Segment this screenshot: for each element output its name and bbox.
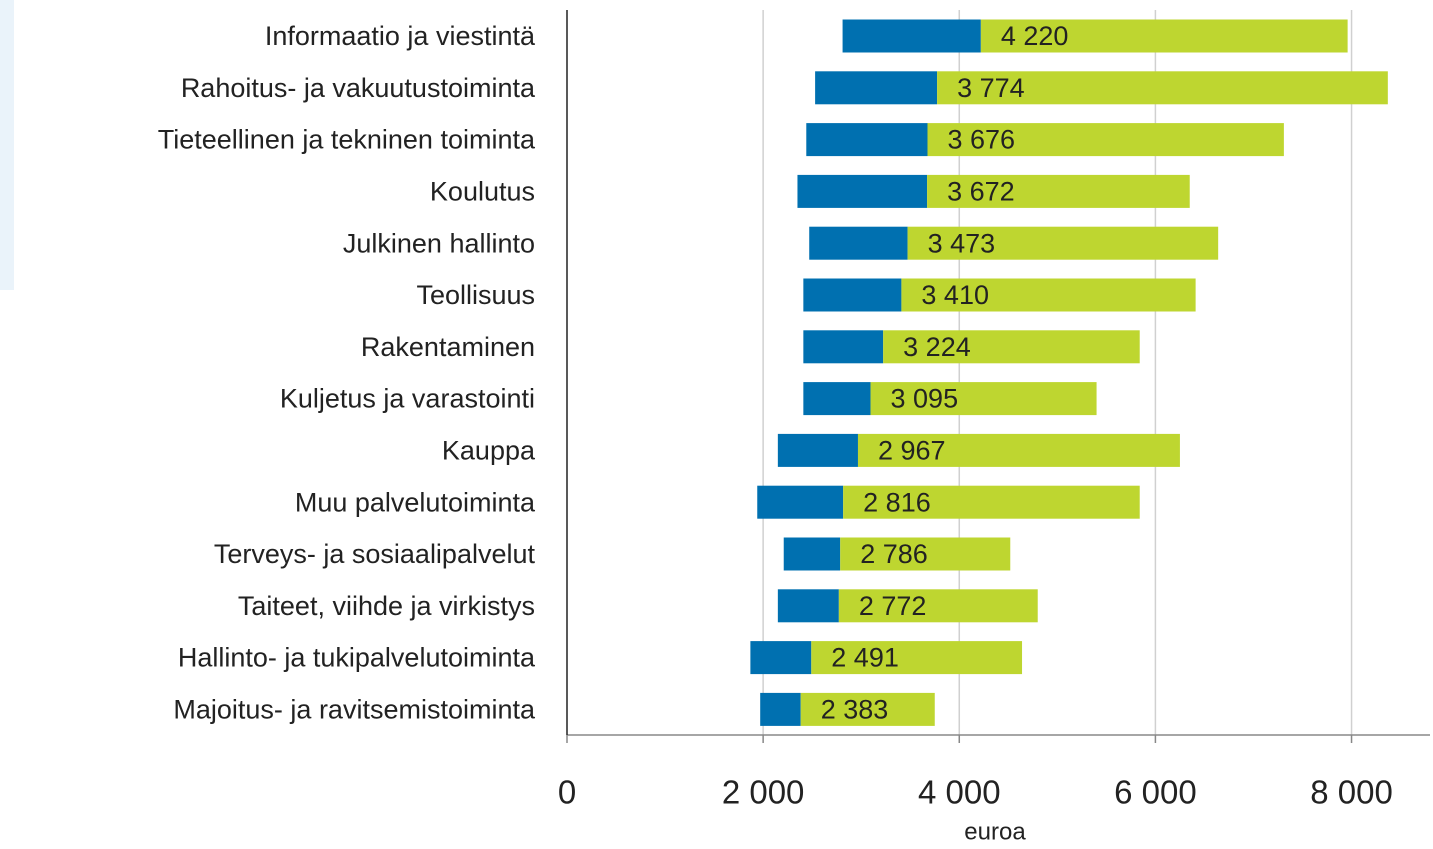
category-label: Koulutus [430, 177, 535, 207]
category-label: Hallinto- ja tukipalvelutoiminta [178, 643, 536, 673]
category-label: Terveys- ja sosiaalipalvelut [214, 539, 536, 569]
value-label: 4 220 [1001, 21, 1069, 51]
low-segment [803, 382, 871, 416]
x-tick-label: 0 [558, 774, 576, 811]
value-label: 3 774 [957, 73, 1025, 103]
high-segment [901, 278, 1196, 312]
x-tick-label: 2 000 [722, 774, 805, 811]
decor-strip [0, 0, 14, 290]
high-segment [870, 382, 1097, 416]
high-segment [811, 641, 1023, 675]
category-label: Majoitus- ja ravitsemistoiminta [173, 695, 536, 725]
low-segment [750, 641, 812, 675]
value-label: 2 786 [860, 539, 928, 569]
category-label: Teollisuus [416, 280, 535, 310]
low-segment [803, 278, 902, 312]
value-label: 3 224 [903, 332, 971, 362]
low-segment [815, 71, 938, 105]
value-label: 3 410 [921, 280, 989, 310]
high-segment [857, 433, 1180, 467]
x-tick-label: 4 000 [918, 774, 1001, 811]
value-label: 3 095 [891, 384, 959, 414]
low-segment [809, 226, 908, 260]
low-segment [803, 330, 884, 364]
value-label: 2 816 [863, 487, 931, 517]
low-segment [757, 485, 844, 519]
high-segment [800, 692, 935, 726]
value-label: 2 383 [821, 695, 889, 725]
category-label: Kauppa [442, 436, 536, 466]
category-label: Muu palvelutoiminta [295, 487, 536, 517]
category-label: Julkinen hallinto [343, 228, 535, 258]
x-tick-label: 6 000 [1114, 774, 1197, 811]
high-segment [883, 330, 1140, 364]
value-label: 3 676 [947, 125, 1015, 155]
category-label: Taiteet, viihde ja virkistys [238, 591, 535, 621]
high-segment [840, 537, 1011, 571]
high-segment [907, 226, 1219, 260]
x-axis-label: euroa [964, 818, 1026, 845]
category-label: Rahoitus- ja vakuutustoiminta [181, 73, 536, 103]
x-tick-label: 8 000 [1310, 774, 1393, 811]
low-segment [777, 433, 858, 467]
value-label: 2 491 [831, 643, 899, 673]
category-label: Tieteellinen ja tekninen toiminta [158, 125, 536, 155]
low-segment [777, 589, 839, 623]
value-label: 3 473 [928, 228, 996, 258]
value-label: 2 772 [859, 591, 927, 621]
low-segment [797, 174, 928, 208]
high-segment [843, 485, 1140, 519]
high-segment [838, 589, 1038, 623]
category-label: Informaatio ja viestintä [265, 21, 536, 51]
category-label: Kuljetus ja varastointi [280, 384, 535, 414]
low-segment [783, 537, 841, 571]
high-segment [937, 71, 1388, 105]
low-segment [842, 19, 981, 53]
low-segment [760, 692, 801, 726]
low-segment [806, 123, 928, 157]
high-segment [927, 174, 1190, 208]
value-label: 2 967 [878, 436, 946, 466]
high-segment [927, 123, 1284, 157]
category-label: Rakentaminen [361, 332, 535, 362]
value-label: 3 672 [947, 177, 1015, 207]
high-segment [980, 19, 1348, 53]
